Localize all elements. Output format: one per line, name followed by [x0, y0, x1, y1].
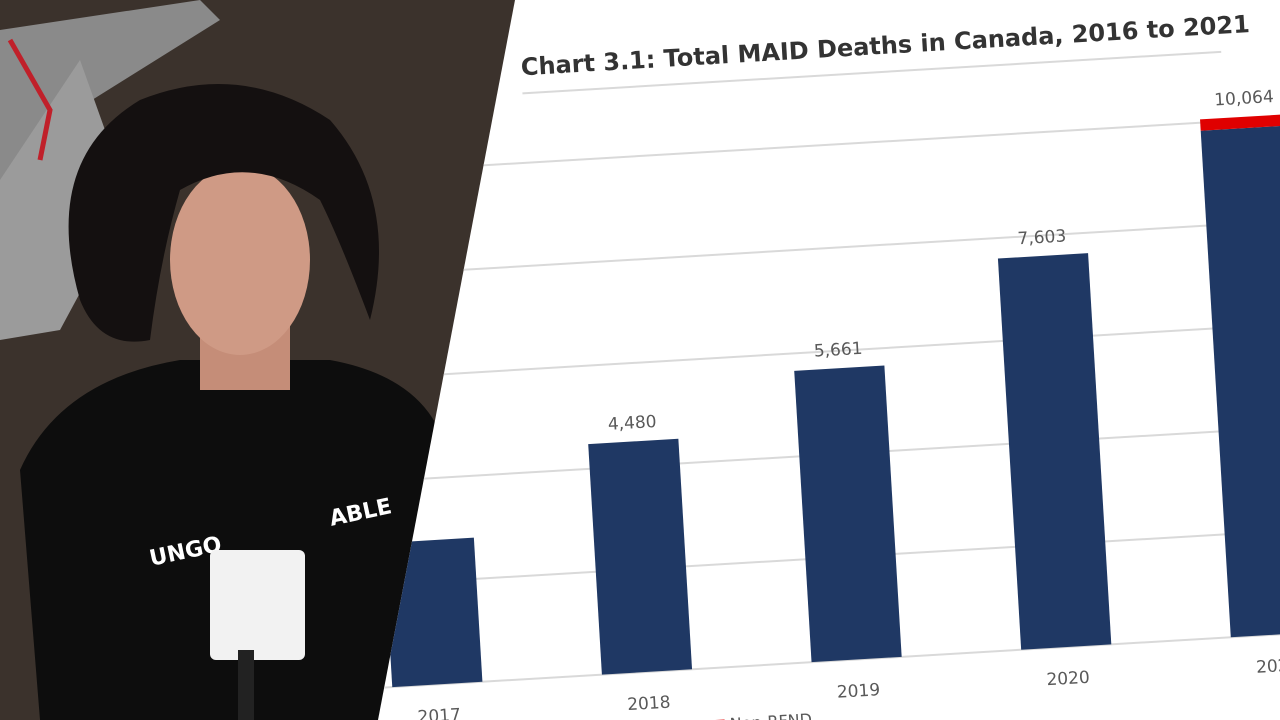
- x-tick-label: 2019: [836, 680, 880, 703]
- background-shape: [0, 60, 130, 340]
- legend-label: RFND: [651, 717, 697, 720]
- data-label: 10,064: [1214, 87, 1275, 110]
- data-label: 5,661: [813, 339, 863, 362]
- bar-segment: [588, 438, 693, 675]
- data-label: 4,480: [607, 412, 657, 435]
- grid-line: [378, 215, 1280, 278]
- bar-segment: [1200, 125, 1280, 638]
- person-face: [170, 165, 310, 355]
- bar-segment: [997, 253, 1112, 650]
- legend-label: Non-RFND: [729, 710, 812, 720]
- grid-line: [378, 318, 1280, 381]
- bar-segment: [794, 365, 902, 663]
- background-shape: [0, 0, 220, 200]
- microphone-stand: [238, 650, 254, 720]
- background-cable: [7, 38, 53, 161]
- bar-segment: [1200, 114, 1280, 131]
- grid-line: [378, 112, 1280, 175]
- person-hair: [68, 84, 380, 342]
- bar-segment: [383, 537, 483, 688]
- data-label: 7,603: [1017, 226, 1067, 249]
- x-tick-label: 2018: [627, 693, 671, 716]
- microphone-flag: [210, 550, 305, 660]
- x-tick-label: 2021: [1256, 655, 1280, 678]
- x-tick-label: 2020: [1046, 668, 1090, 691]
- person-shirt: [20, 360, 450, 720]
- x-tick-label: 2017: [417, 705, 461, 720]
- title-rule: [522, 50, 1222, 95]
